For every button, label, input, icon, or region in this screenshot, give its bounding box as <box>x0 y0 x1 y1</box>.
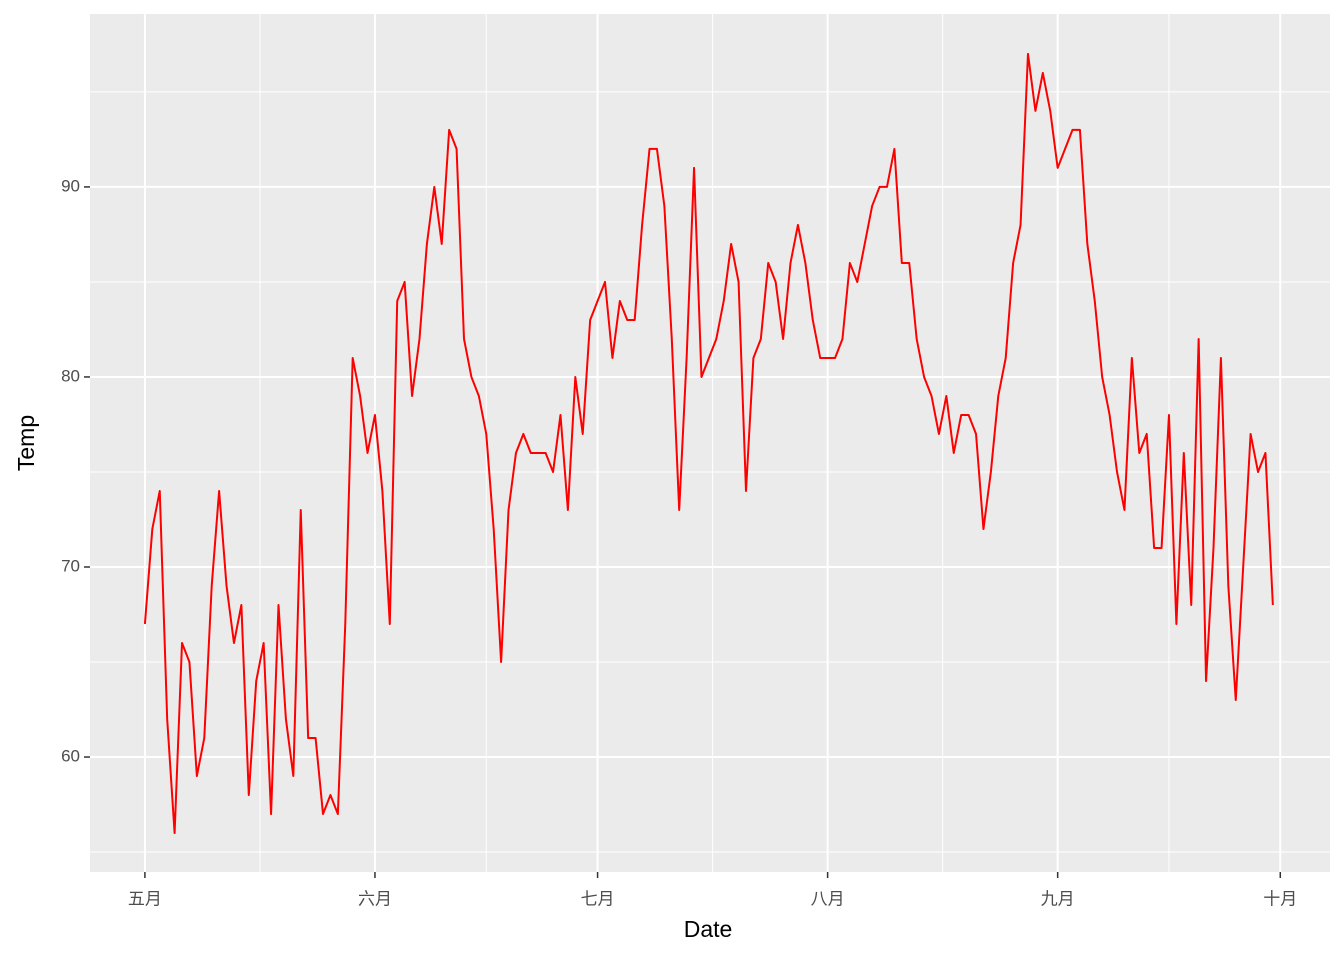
x-tick-label: 五月 <box>128 889 162 908</box>
x-tick-label: 七月 <box>581 889 615 908</box>
x-axis-title: Date <box>684 916 733 942</box>
y-tick-label: 90 <box>61 176 80 195</box>
y-axis-title: Temp <box>13 415 39 471</box>
x-tick-label: 六月 <box>358 889 392 908</box>
x-tick-label: 十月 <box>1263 889 1297 908</box>
y-tick-label: 70 <box>61 556 80 575</box>
y-tick-label: 60 <box>61 747 80 766</box>
y-tick-label: 80 <box>61 366 80 385</box>
x-tick-label: 八月 <box>811 889 845 908</box>
line <box>143 52 1274 835</box>
panel <box>90 14 1330 872</box>
x-tick-label: 九月 <box>1041 889 1075 908</box>
